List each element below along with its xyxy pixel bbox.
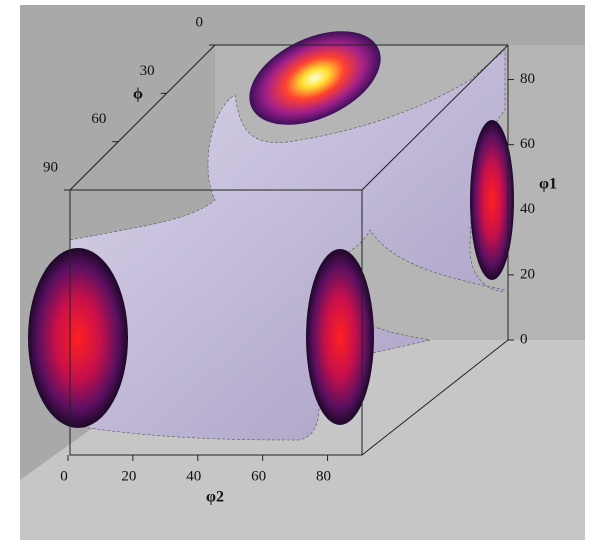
tick-label: 0 — [196, 14, 204, 30]
chart: φ2 φ1 ϕ 0 20 40 60 80 0 20 40 60 80 0 30 60 90 — [0, 0, 600, 548]
tick-label: 30 — [140, 63, 155, 79]
tick-label: 20 — [121, 468, 136, 484]
tick-label: 60 — [91, 111, 106, 127]
tick-label: 0 — [520, 331, 528, 347]
tick-label: 0 — [60, 468, 68, 484]
Phi-axis-title: ϕ — [133, 86, 143, 103]
tick-label: 40 — [520, 201, 535, 217]
tick-label: 20 — [520, 266, 535, 282]
tick-label: 40 — [186, 468, 201, 484]
tick-label: 80 — [520, 71, 535, 87]
phi1-axis-title: φ1 — [539, 176, 557, 193]
phi2-axis-title: φ2 — [206, 489, 224, 506]
tick-label: 60 — [251, 468, 266, 484]
tick-label: 80 — [316, 468, 331, 484]
tick-label: 90 — [43, 159, 58, 175]
tick-label: 60 — [520, 136, 535, 152]
